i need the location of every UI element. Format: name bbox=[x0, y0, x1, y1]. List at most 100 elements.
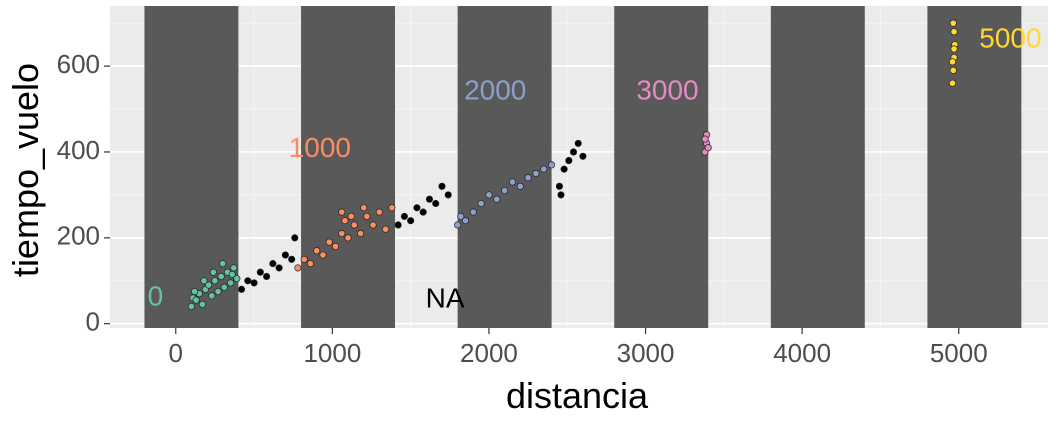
data-point bbox=[291, 234, 299, 242]
data-point bbox=[369, 221, 377, 229]
data-point bbox=[477, 199, 485, 208]
band-label: NA bbox=[426, 282, 465, 313]
data-point bbox=[306, 260, 314, 268]
data-point bbox=[341, 217, 349, 225]
data-point bbox=[388, 204, 396, 212]
distance-band bbox=[457, 6, 552, 328]
data-point bbox=[192, 296, 200, 304]
x-tick-label: 4000 bbox=[773, 338, 831, 368]
data-point bbox=[501, 187, 509, 195]
data-point bbox=[275, 264, 283, 272]
data-point bbox=[233, 275, 241, 283]
data-point bbox=[344, 234, 352, 242]
data-point bbox=[574, 139, 582, 147]
data-point bbox=[200, 277, 208, 285]
data-point bbox=[338, 229, 346, 238]
data-point bbox=[579, 152, 587, 160]
x-axis-title: distancia bbox=[506, 375, 649, 416]
data-point bbox=[230, 264, 238, 272]
y-tick-label: 200 bbox=[57, 221, 100, 251]
data-point bbox=[338, 208, 346, 216]
data-point bbox=[211, 277, 219, 285]
x-tick-label: 3000 bbox=[617, 338, 675, 368]
data-point bbox=[454, 221, 462, 229]
data-point bbox=[540, 165, 548, 173]
x-tick-label: 1000 bbox=[303, 338, 361, 368]
data-point bbox=[237, 285, 246, 293]
data-point bbox=[444, 191, 452, 199]
data-point bbox=[701, 135, 709, 143]
distance-bands bbox=[144, 6, 1022, 328]
band-label: 2000 bbox=[464, 74, 526, 105]
data-point bbox=[394, 221, 402, 229]
data-point bbox=[357, 229, 365, 238]
data-point bbox=[313, 247, 321, 255]
data-point bbox=[469, 208, 477, 216]
data-point bbox=[532, 169, 540, 177]
y-tick-label: 0 bbox=[86, 307, 100, 337]
data-point bbox=[319, 251, 327, 259]
data-point bbox=[508, 178, 516, 186]
data-point bbox=[294, 264, 302, 272]
x-axis: 0 1000 2000 3000 4000 5000 bbox=[169, 328, 988, 368]
band-labels: 0 1000 NA 2000 3000 5000 bbox=[148, 23, 1042, 314]
data-point bbox=[548, 161, 556, 169]
data-point bbox=[217, 272, 225, 281]
data-point bbox=[256, 268, 264, 276]
data-point bbox=[461, 217, 470, 225]
data-point bbox=[419, 208, 427, 216]
data-point bbox=[269, 260, 277, 268]
data-points bbox=[187, 19, 959, 311]
data-point bbox=[208, 292, 216, 300]
data-point bbox=[191, 287, 199, 296]
data-point bbox=[524, 174, 532, 182]
data-point bbox=[198, 300, 206, 308]
y-tick-label: 600 bbox=[57, 49, 100, 79]
data-point bbox=[331, 242, 340, 250]
x-tick-label: 2000 bbox=[460, 338, 518, 368]
data-point bbox=[205, 281, 213, 289]
y-tick-label: 400 bbox=[57, 135, 100, 165]
data-point bbox=[950, 45, 958, 53]
band-label: 3000 bbox=[636, 74, 698, 105]
minor-grid bbox=[110, 6, 1048, 328]
data-point bbox=[375, 208, 383, 216]
data-point bbox=[432, 199, 440, 208]
data-point bbox=[569, 148, 578, 156]
data-point bbox=[227, 279, 235, 287]
data-point bbox=[263, 272, 271, 281]
data-point bbox=[949, 19, 957, 27]
data-point bbox=[347, 212, 355, 220]
x-tick-label: 5000 bbox=[930, 338, 988, 368]
data-point bbox=[400, 212, 408, 220]
data-point bbox=[438, 182, 446, 190]
x-tick-label: 0 bbox=[169, 338, 183, 368]
data-point bbox=[704, 144, 712, 152]
data-point bbox=[281, 251, 289, 259]
data-point bbox=[457, 212, 465, 220]
data-point bbox=[250, 279, 258, 287]
data-point bbox=[565, 157, 573, 165]
data-point bbox=[407, 217, 415, 225]
band-label: 5000 bbox=[979, 23, 1041, 54]
data-point bbox=[425, 195, 434, 203]
data-point bbox=[219, 260, 227, 268]
data-point bbox=[560, 165, 568, 173]
data-point bbox=[350, 221, 358, 229]
data-point bbox=[209, 268, 217, 276]
data-point bbox=[949, 66, 957, 74]
data-point bbox=[413, 204, 421, 212]
data-point bbox=[360, 204, 368, 212]
data-point bbox=[220, 283, 228, 291]
data-point bbox=[214, 287, 222, 296]
data-point bbox=[382, 225, 390, 233]
data-point bbox=[325, 238, 333, 246]
y-axis-title: tiempo_vuelo bbox=[5, 63, 46, 277]
data-point bbox=[948, 79, 957, 87]
data-point bbox=[485, 191, 493, 199]
data-point bbox=[950, 28, 958, 36]
data-point bbox=[244, 277, 252, 285]
distance-band bbox=[614, 6, 709, 328]
distance-band bbox=[927, 6, 1022, 328]
